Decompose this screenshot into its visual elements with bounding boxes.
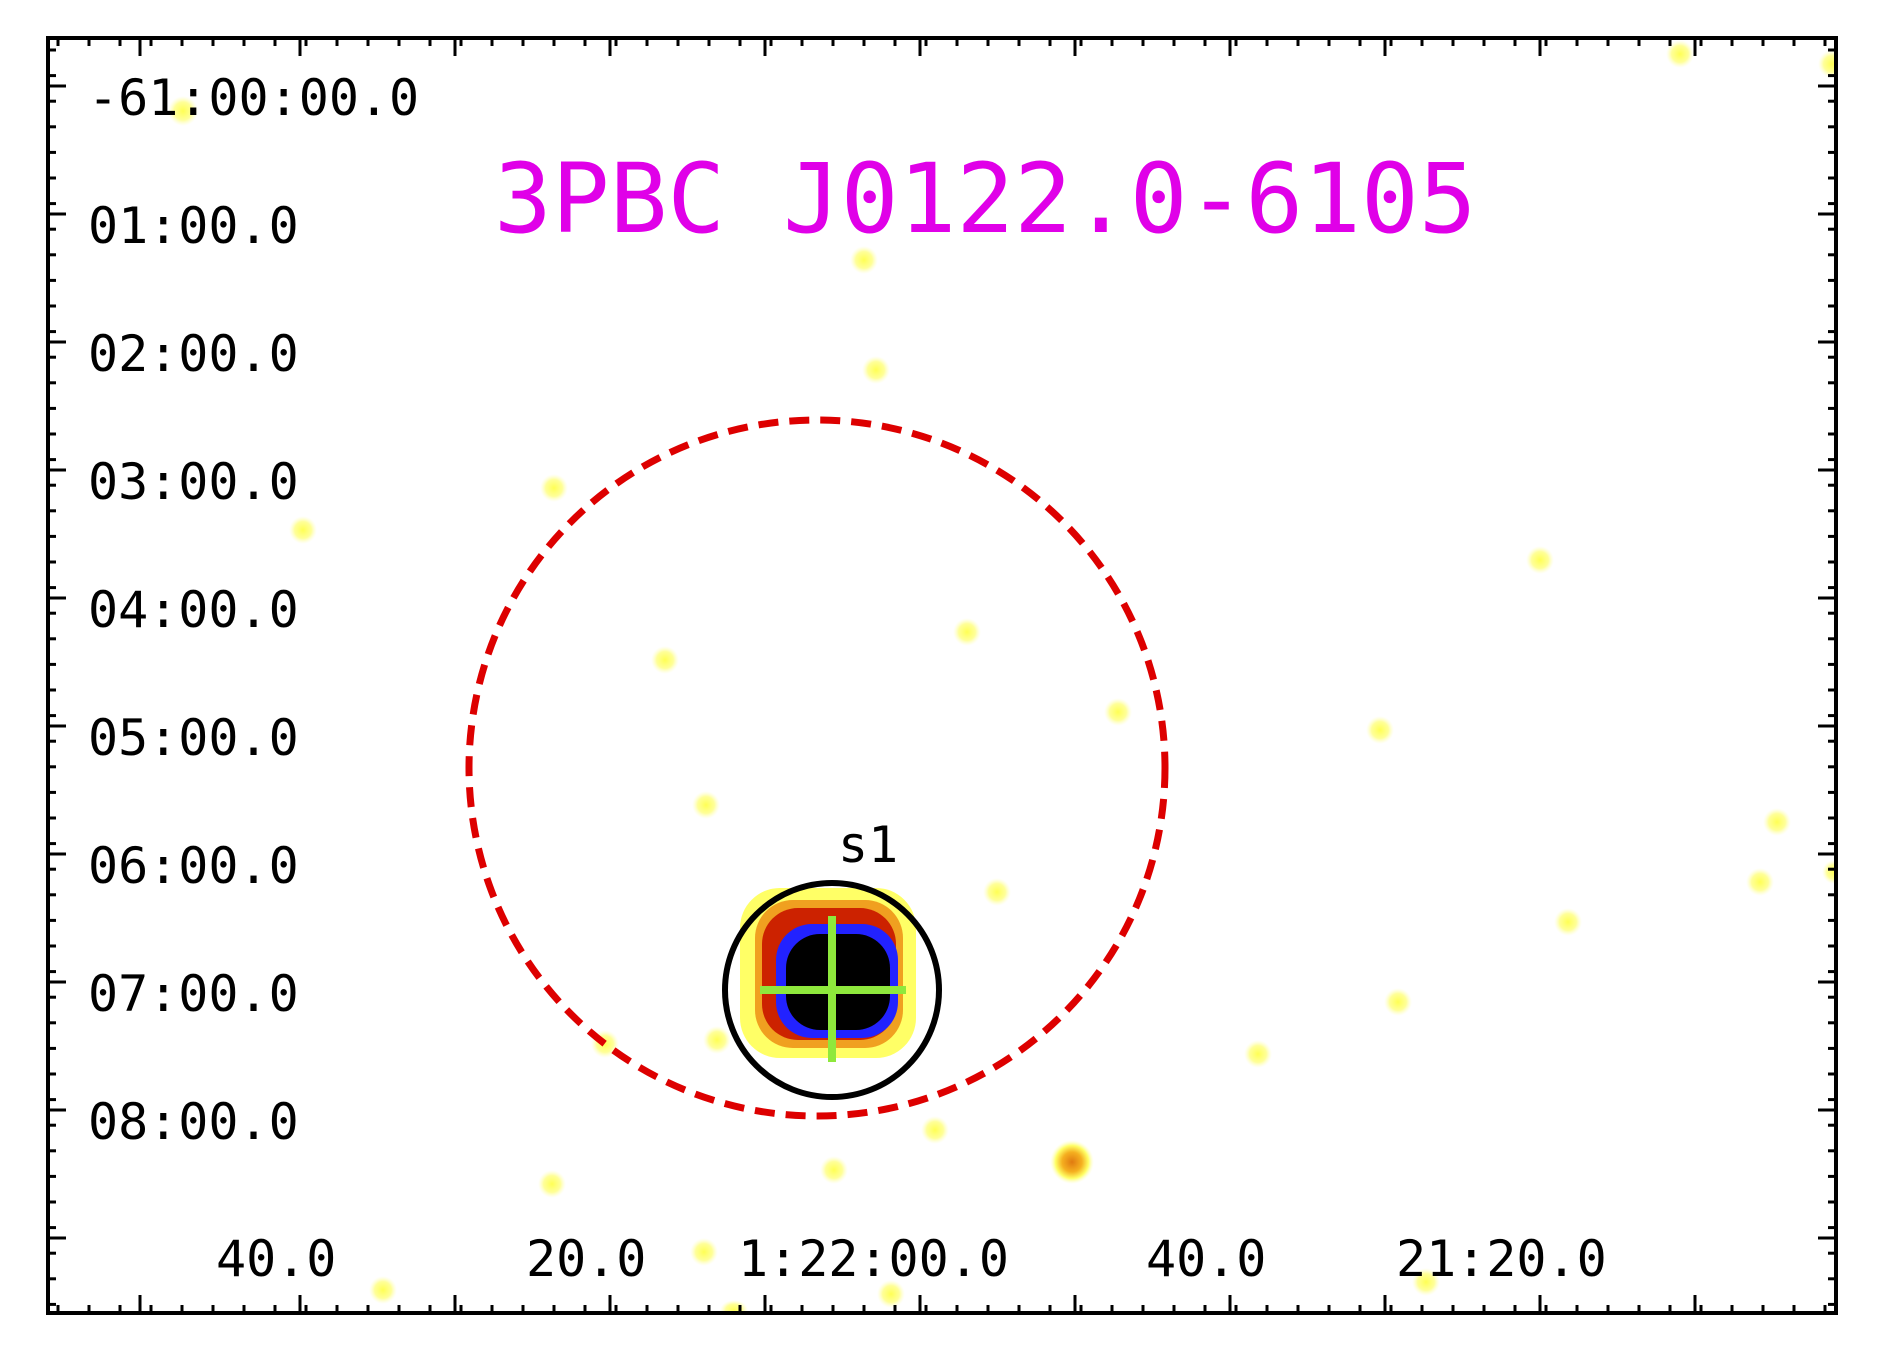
ra-label: 1:22:00.0 (738, 1230, 1009, 1288)
source-circle (722, 880, 942, 1100)
dec-label: 01:00.0 (88, 197, 299, 255)
target-title: 3PBC J0122.0-6105 (494, 143, 1477, 255)
dec-label: 02:00.0 (88, 325, 299, 383)
ra-axis-labels: 40.0 20.0 1:22:00.0 40.0 21:20.0 (216, 1230, 1607, 1288)
ra-label: 40.0 (1146, 1230, 1266, 1288)
dec-label: 06:00.0 (88, 837, 299, 895)
ra-label: 21:20.0 (1396, 1230, 1607, 1288)
dec-axis-labels: -61:00:00.0 01:00.0 02:00.0 03:00.0 04:0… (88, 69, 419, 1151)
ra-label: 40.0 (216, 1230, 336, 1288)
dec-label: 04:00.0 (88, 581, 299, 639)
dec-label: 07:00.0 (88, 965, 299, 1023)
source-crosshair (760, 916, 906, 1062)
dec-label: 03:00.0 (88, 453, 299, 511)
source-label: s1 (838, 816, 898, 874)
dec-label: 05:00.0 (88, 709, 299, 767)
dec-label: -61:00:00.0 (88, 69, 419, 127)
ra-label: 20.0 (526, 1230, 646, 1288)
axis-ticks (48, 38, 1836, 1313)
plot-frame (46, 36, 1838, 1315)
background-sources (168, 40, 1836, 1313)
dec-label: 08:00.0 (88, 1093, 299, 1151)
error-region-circle (465, 416, 1169, 1120)
